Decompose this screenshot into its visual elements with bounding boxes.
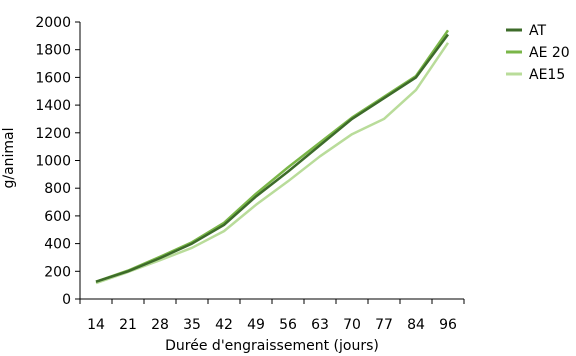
series-lines [95, 29, 450, 285]
x-tick-label: 77 [375, 317, 393, 333]
legend-label: AE15 [529, 67, 565, 83]
y-tick-label: 2000 [35, 15, 71, 31]
y-tick-label: 1200 [35, 126, 71, 142]
y-tick-label: 1400 [35, 98, 71, 114]
series-line-1 [95, 33, 450, 283]
series-line-3 [95, 42, 450, 285]
y-axis-ticks: 0 200 400 600 800 1000 1200 1400 1600 1800 2000 [35, 15, 80, 308]
y-tick-label: 800 [44, 181, 71, 197]
axes [79, 22, 464, 300]
x-tick-label: 21 [119, 317, 137, 333]
x-tick-label: 35 [183, 317, 201, 333]
x-tick-label: 84 [407, 317, 425, 333]
y-axis-title: g/animal [1, 127, 17, 188]
x-tick-label: 70 [343, 317, 361, 333]
x-tick-label: 42 [215, 317, 233, 333]
legend-label: AE 20 [529, 45, 570, 61]
series-line-2 [95, 29, 450, 283]
y-tick-label: 600 [44, 209, 71, 225]
y-tick-label: 0 [62, 292, 71, 308]
y-tick-label: 1800 [35, 43, 71, 59]
y-tick-label: 400 [44, 237, 71, 253]
y-tick-label: 1600 [35, 70, 71, 86]
x-tick-label: 56 [279, 317, 297, 333]
x-axis-ticks: 14 21 28 35 42 49 56 63 70 77 84 96 [79, 299, 465, 333]
x-tick-label: 49 [247, 317, 265, 333]
x-axis-title: Durée d'engraissement (jours) [165, 338, 379, 354]
x-tick-label: 28 [151, 317, 169, 333]
x-tick-label: 63 [311, 317, 329, 333]
y-tick-label: 200 [44, 264, 71, 280]
legend: AT AE 20 AE15 [506, 23, 570, 83]
y-tick-label: 1000 [35, 154, 71, 170]
legend-label: AT [529, 23, 546, 39]
x-tick-label: 96 [439, 317, 457, 333]
x-tick-label: 14 [87, 317, 105, 333]
